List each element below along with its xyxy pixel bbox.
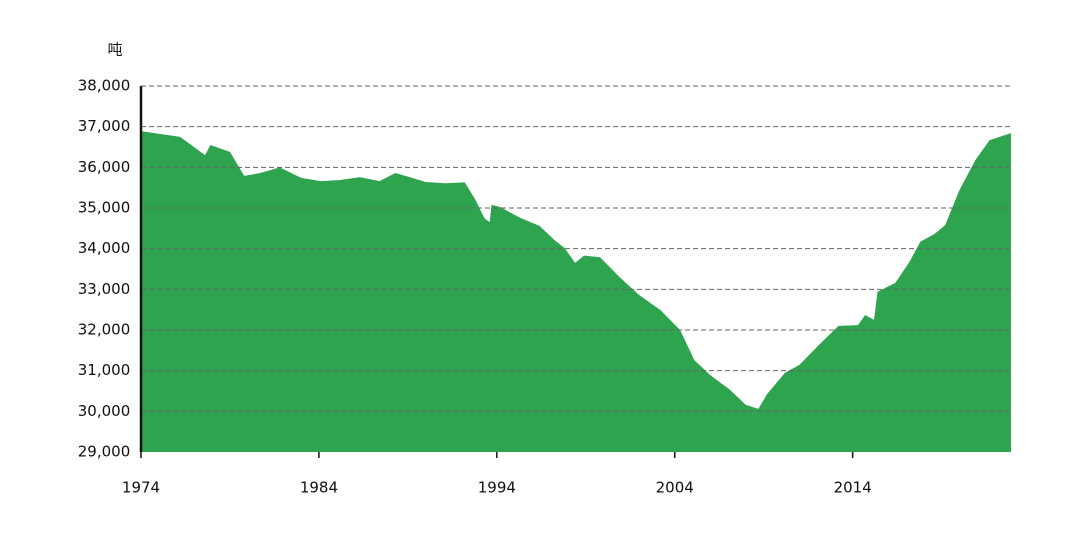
y-tick-label: 31,000 bbox=[78, 361, 131, 379]
x-tick-label: 2004 bbox=[656, 479, 694, 497]
y-tick-label: 34,000 bbox=[78, 239, 131, 257]
area bbox=[141, 131, 1011, 452]
x-tick-label: 1994 bbox=[478, 479, 516, 497]
y-tick-label: 38,000 bbox=[78, 77, 131, 95]
y-tick-label: 36,000 bbox=[78, 158, 131, 176]
y-axis-unit: 吨 bbox=[107, 41, 122, 59]
x-tick-label: 1974 bbox=[122, 479, 160, 497]
y-tick-label: 30,000 bbox=[78, 402, 131, 420]
x-tick-label: 2014 bbox=[834, 479, 872, 497]
y-tick-label: 35,000 bbox=[78, 199, 131, 217]
x-tick-label: 1984 bbox=[300, 479, 338, 497]
y-tick-label: 33,000 bbox=[78, 280, 131, 298]
y-tick-label: 32,000 bbox=[78, 321, 131, 339]
y-tick-label: 29,000 bbox=[78, 443, 131, 461]
y-tick-label: 37,000 bbox=[78, 117, 131, 135]
